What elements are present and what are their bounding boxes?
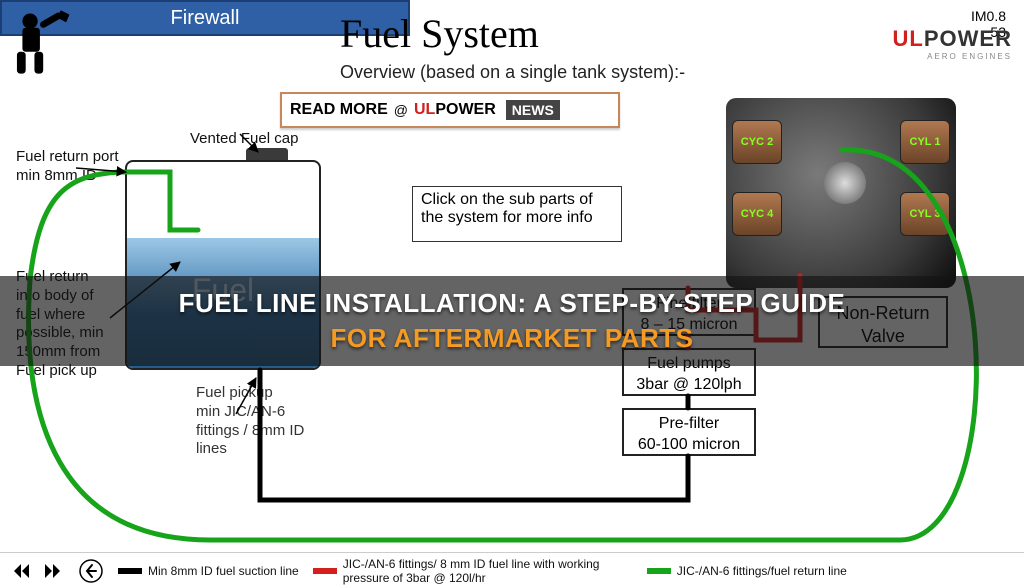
bottom-toolbar: Min 8mm ID fuel suction line JIC-/AN-6 f… <box>0 552 1024 588</box>
cylinder-2: CYC 2 <box>732 120 782 164</box>
back-icon[interactable] <box>78 558 104 584</box>
read-more-text: READ MORE <box>290 101 388 119</box>
logo-ul: UL <box>893 26 924 51</box>
legend-red-text: JIC-/AN-6 fittings/ 8 mm ID fuel line wi… <box>343 557 633 585</box>
mechanic-icon <box>6 8 76 78</box>
cylinder-4: CYC 4 <box>732 192 782 236</box>
first-icon[interactable] <box>10 563 30 579</box>
version-top: IM0.8 <box>971 8 1006 24</box>
news-badge: NEWS <box>506 100 560 120</box>
headline-text: FUEL LINE INSTALLATION: A STEP-BY-STEP G… <box>179 286 846 356</box>
label-pickup: Fuel pickupmin JIC/AN-6fittings / 8mm ID… <box>196 384 336 459</box>
logo-power: POWER <box>924 26 1012 51</box>
cylinder-3: CYL 3 <box>900 192 950 236</box>
headline-line2: FOR AFTERMARKET PARTS <box>331 323 694 353</box>
label-vented-cap: Vented Fuel cap <box>190 130 298 149</box>
logo-tagline: AERO ENGINES <box>927 52 1012 61</box>
legend-green: JIC-/AN-6 fittings/fuel return line <box>647 564 847 578</box>
read-more-banner[interactable]: READ MORE @ ULPOWER NEWS <box>280 92 620 128</box>
at-symbol: @ <box>394 102 408 118</box>
legend-green-swatch <box>647 568 671 574</box>
banner-logo: ULPOWER <box>414 101 496 119</box>
cylinder-1: CYL 1 <box>900 120 950 164</box>
headline-overlay: FUEL LINE INSTALLATION: A STEP-BY-STEP G… <box>0 276 1024 366</box>
legend-black: Min 8mm ID fuel suction line <box>118 564 299 578</box>
page-subtitle: Overview (based on a single tank system)… <box>340 62 685 83</box>
prop-hub <box>824 162 866 204</box>
legend-green-text: JIC-/AN-6 fittings/fuel return line <box>677 564 847 578</box>
last-icon[interactable] <box>44 563 64 579</box>
legend-red-swatch <box>313 568 337 574</box>
pre-filter-box[interactable]: Pre-filter60-100 micron <box>622 408 756 456</box>
ulpower-logo: ULPOWER AERO ENGINES <box>862 26 1012 62</box>
page-root: IM0.8 53 ULPOWER AERO ENGINES Fuel Syste… <box>0 0 1024 588</box>
legend-red: JIC-/AN-6 fittings/ 8 mm ID fuel line wi… <box>313 557 633 585</box>
label-return-port: Fuel return portmin 8mm ID <box>16 148 126 186</box>
subparts-hint[interactable]: Click on the sub parts of the system for… <box>412 186 622 242</box>
page-title: Fuel System <box>340 10 539 57</box>
legend-black-swatch <box>118 568 142 574</box>
legend-black-text: Min 8mm ID fuel suction line <box>148 564 299 578</box>
engine[interactable]: CYL 1 CYC 2 CYL 3 CYC 4 <box>726 98 956 288</box>
headline-line1: FUEL LINE INSTALLATION: A STEP-BY-STEP G… <box>179 288 846 318</box>
